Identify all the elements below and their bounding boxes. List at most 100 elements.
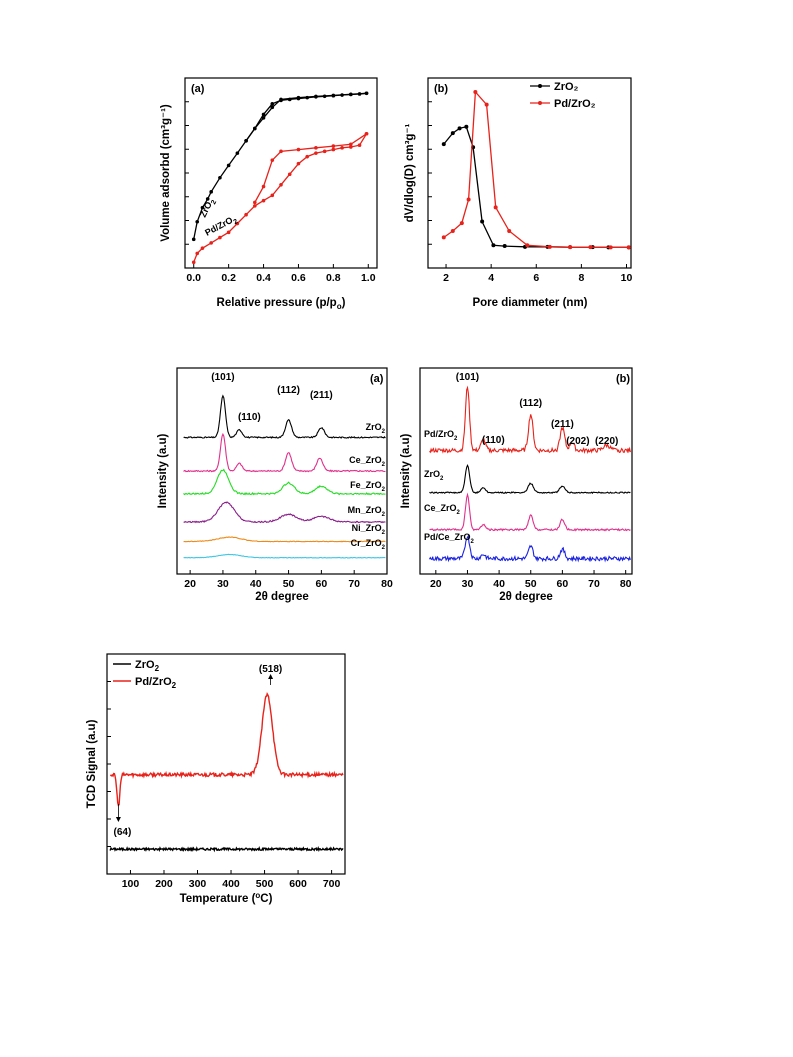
x-tick-label: 8 (578, 272, 584, 284)
isotherm-point (296, 161, 301, 166)
isotherm-point (331, 147, 336, 152)
x-tick-label: 30 (217, 578, 229, 590)
isotherm-point (364, 91, 369, 96)
pore-point (525, 243, 530, 248)
xrd-b-hkl-labels: (101) (110) (112) (211) (202) (220) (456, 372, 619, 447)
x-tick-label: 0.8 (326, 272, 341, 284)
isotherm-point (226, 230, 231, 235)
x-tick-label: 0.0 (186, 272, 201, 284)
pore-line-1 (443, 90, 629, 248)
pore-point (626, 245, 631, 250)
tpr-ylabel: TCD Signal (a.u) (86, 719, 98, 808)
x-tick-label: 100 (122, 878, 140, 890)
tpr-panel: 100 200 300 400 500 600 700 ZrO2 Pd/ZrO2 (518)… (86, 653, 346, 905)
isotherm-point (270, 158, 275, 162)
pore-point (466, 197, 471, 202)
x-tick-label: 500 (256, 878, 274, 890)
isotherm-point (253, 126, 257, 131)
isotherm-point (253, 204, 257, 208)
pore-point (459, 221, 464, 226)
tpr-ticks: 100 200 300 400 500 600 700 (107, 681, 341, 890)
x-tick-label: 700 (323, 878, 341, 890)
series-label: Ce_ZrO2 (424, 503, 461, 516)
isotherm-series (191, 91, 369, 265)
x-tick-label: 10 (621, 272, 633, 284)
series-label: Fe_ZrO2 (350, 480, 386, 493)
tpr-legend-zro2: ZrO2 (135, 659, 160, 673)
tpr-series (109, 691, 344, 853)
isotherm-point (235, 221, 240, 226)
xrd-line-1 (429, 464, 631, 495)
series-label: Ce_ZrO2 (349, 455, 386, 468)
xrd-a-series (183, 394, 386, 559)
xrd-a-ylabel: Intensity (a.u) (157, 433, 169, 508)
tpr-annotations: (518) (64) (113, 664, 282, 838)
x-tick-label: 0.2 (221, 272, 236, 284)
series-label: ZrO2 (366, 422, 386, 435)
pore-frame (427, 77, 632, 269)
arrowhead-518 (268, 674, 274, 679)
isotherm-point (287, 172, 292, 177)
pore-point (450, 131, 455, 136)
isotherm-point (305, 154, 309, 159)
isotherm-point (209, 190, 213, 194)
pore-point (502, 244, 507, 249)
x-tick-label: 20 (430, 578, 442, 590)
pore-point (608, 245, 613, 250)
isotherm-frame (184, 77, 378, 269)
xrd-a-series-labels: ZrO2 Ce_ZrO2 Fe_ZrO2 Mn_ZrO2 Ni_ZrO2 Cr_ZrO2 (348, 422, 386, 551)
xrd-line-4 (183, 536, 386, 543)
x-tick-label: 60 (316, 578, 328, 590)
x-tick-label: 400 (222, 878, 240, 890)
pore-ticks: 2 4 6 8 10 (428, 101, 633, 284)
x-tick-label: 4 (488, 272, 494, 284)
hkl-label: (101) (456, 372, 479, 383)
tpr-line-0 (109, 845, 344, 853)
isotherm-point (314, 146, 318, 150)
pore-point (441, 142, 446, 147)
isotherm-point (261, 184, 266, 189)
pore-point (588, 245, 593, 250)
tpr-annotation: (64) (113, 827, 131, 838)
series-label: Cr_ZrO2 (351, 538, 386, 551)
pore-legend-pdzro2: Pd/ZrO₂ (554, 98, 596, 110)
hkl-label: (112) (519, 398, 542, 409)
xrd-line-0 (429, 385, 631, 455)
isotherm-point (340, 146, 344, 150)
xrd-a-panel-label: (a) (370, 373, 384, 385)
isotherm-point (218, 235, 222, 240)
xrd-line-2 (429, 492, 631, 532)
isotherm-point (331, 144, 336, 148)
x-tick-label: 600 (289, 878, 307, 890)
x-tick-label: 300 (189, 878, 207, 890)
series-label: Ni_ZrO2 (352, 523, 386, 536)
xrd-b-series (429, 385, 631, 563)
x-tick-label: 30 (462, 578, 474, 590)
x-tick-label: 40 (493, 578, 505, 590)
isotherm-point (244, 212, 248, 217)
series-label: Mn_ZrO2 (348, 505, 386, 518)
tpr-xlabel: Temperature (oC) (180, 891, 273, 905)
isotherm-line-1 (245, 92, 367, 142)
isotherm-point (314, 151, 318, 155)
isotherm-point (357, 143, 362, 147)
isotherm-point (364, 131, 369, 136)
x-tick-label: 50 (525, 578, 537, 590)
isotherm-ylabel: Volume adsorbd (cm³g⁻¹) (160, 104, 172, 242)
isotherm-point (200, 246, 205, 250)
arrowhead-64 (115, 817, 121, 822)
xrd-line-1 (183, 432, 386, 473)
pore-point (493, 205, 498, 210)
isotherm-point (209, 241, 213, 245)
x-tick-label: 200 (155, 878, 173, 890)
isotherm-point (261, 198, 266, 203)
xrd-a-hkl-labels: (101) (110) (112) (211) (211, 372, 333, 423)
tpr-legend-pdzro2: Pd/ZrO2 (135, 676, 177, 690)
pore-legend-zro2: ZrO₂ (554, 81, 579, 93)
x-tick-label: 2 (443, 272, 449, 284)
x-tick-label: 40 (250, 578, 262, 590)
pore-point (480, 219, 485, 224)
series-label: Pd/ZrO2 (424, 429, 458, 442)
isotherm-point (261, 116, 266, 120)
isotherm-point (331, 93, 336, 98)
